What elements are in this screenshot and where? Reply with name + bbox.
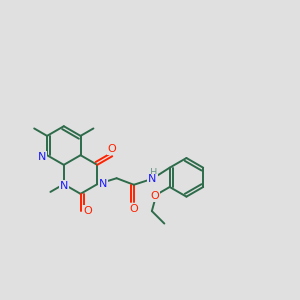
Text: N: N <box>60 181 68 191</box>
Text: N: N <box>148 174 156 184</box>
Text: N: N <box>98 179 107 189</box>
Text: O: O <box>130 204 138 214</box>
Text: O: O <box>151 190 159 201</box>
Text: H: H <box>150 169 157 178</box>
Text: O: O <box>108 144 117 154</box>
Text: N: N <box>38 152 46 162</box>
Text: O: O <box>84 206 92 216</box>
